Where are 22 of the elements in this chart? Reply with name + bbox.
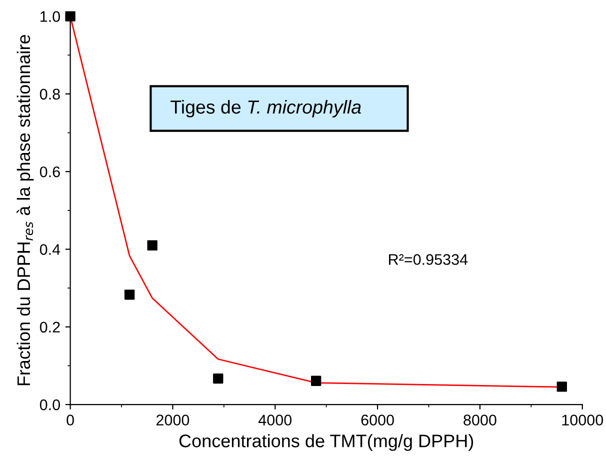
y-tick-label: 0.8: [40, 88, 60, 100]
point: [147, 240, 158, 250]
annotation: R²=0.95334: [389, 254, 468, 265]
x-tick-label: 6000: [361, 414, 394, 426]
point: [65, 11, 76, 22]
y-tick-label: 1.0: [40, 11, 60, 22]
y-axis-title: Fraction du DPPH$_{res}$ à la phase stationnaire: [16, 35, 34, 386]
x-axis-title: Concentrations de TMT(mg/g DPPH): [179, 434, 474, 451]
annotation: Tiges de T. microphylla: [170, 100, 361, 118]
x-tick-label: 8000: [464, 414, 496, 426]
x-tick-label: 10000: [562, 414, 604, 426]
point: [311, 376, 322, 386]
y-tick-label: 0.2: [40, 322, 60, 333]
point: [556, 382, 567, 392]
point: [124, 290, 135, 300]
x-tick-label: 0: [66, 414, 74, 426]
y-tick-label: 0.0: [40, 399, 60, 410]
x-tick-label: 2000: [156, 414, 190, 426]
y-tick-label: 0.6: [40, 166, 60, 178]
x-tick-label: 4000: [258, 414, 292, 426]
y-tick-label: 0.4: [40, 244, 60, 255]
point: [213, 373, 224, 384]
